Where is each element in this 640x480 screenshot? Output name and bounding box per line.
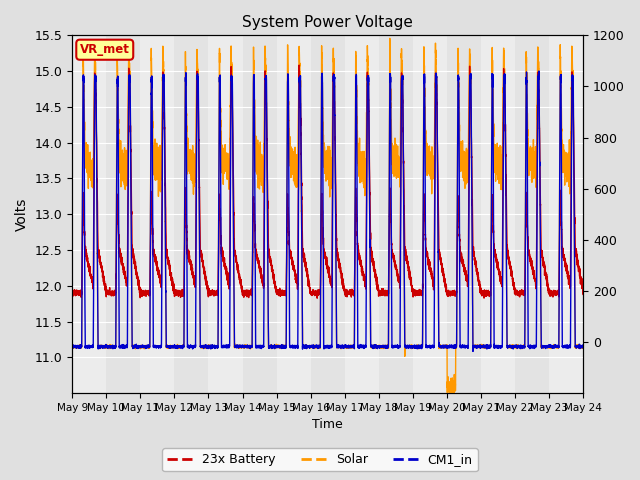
Bar <box>209 36 243 393</box>
Bar <box>243 36 276 393</box>
Bar <box>413 36 447 393</box>
Bar <box>106 36 140 393</box>
Y-axis label: Volts: Volts <box>15 198 29 231</box>
Bar <box>379 36 413 393</box>
Bar <box>549 36 584 393</box>
Bar <box>72 36 106 393</box>
Bar <box>481 36 515 393</box>
Legend: 23x Battery, Solar, CM1_in: 23x Battery, Solar, CM1_in <box>163 448 477 471</box>
Bar <box>345 36 379 393</box>
Title: System Power Voltage: System Power Voltage <box>243 15 413 30</box>
Bar <box>515 36 549 393</box>
Bar <box>447 36 481 393</box>
Bar <box>175 36 209 393</box>
Bar <box>140 36 175 393</box>
Text: VR_met: VR_met <box>80 43 130 56</box>
Bar <box>311 36 345 393</box>
Bar <box>276 36 311 393</box>
X-axis label: Time: Time <box>312 419 343 432</box>
